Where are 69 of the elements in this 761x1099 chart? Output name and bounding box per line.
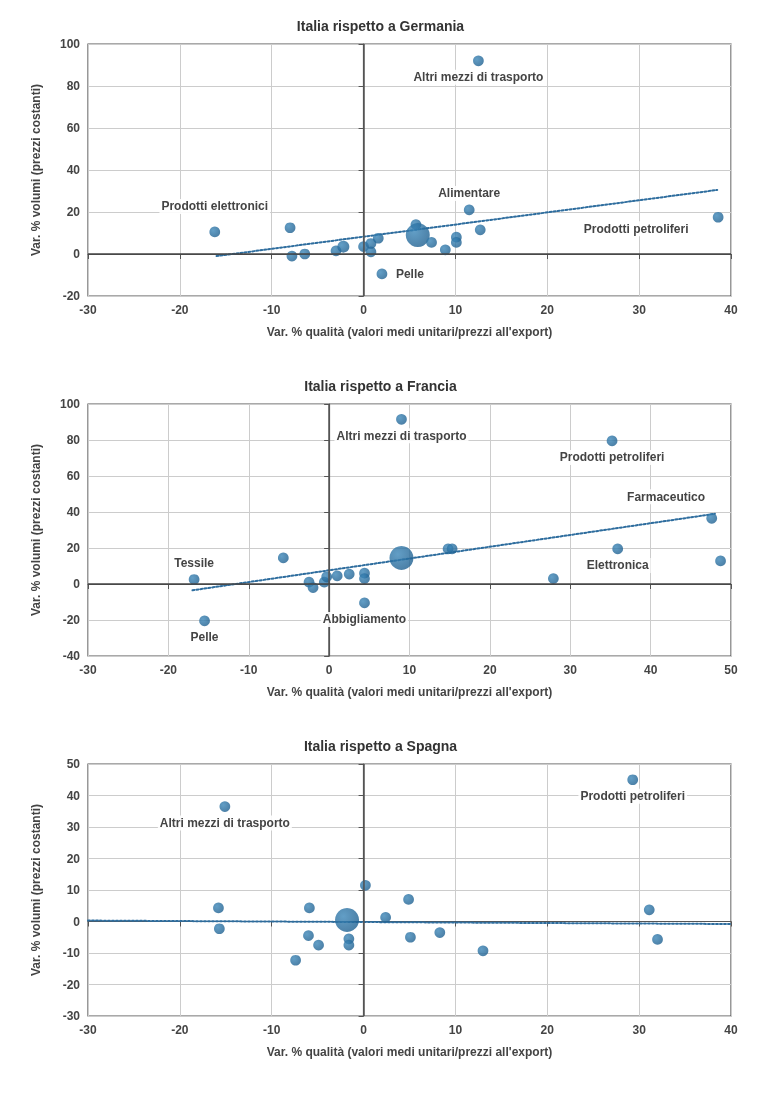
x-tick-label: 0 xyxy=(360,1023,368,1037)
y-axis-title: Var. % volumi (prezzi costanti) xyxy=(29,803,43,977)
y-tick-label: 40 xyxy=(66,505,81,519)
x-axis-title: Var. % qualità (valori medi unitari/prezzi all'export) xyxy=(266,685,553,699)
y-tick-label: 0 xyxy=(73,914,81,929)
y-tick-label: -10 xyxy=(62,946,81,960)
y-tick-label: 20 xyxy=(66,541,81,555)
y-tick-label: 30 xyxy=(66,820,81,834)
y-axis-title: Var. % volumi (prezzi costanti) xyxy=(29,443,43,617)
y-tick-label: 40 xyxy=(66,788,81,803)
y-tick-label: 100 xyxy=(59,397,81,411)
x-tick-label: 40 xyxy=(724,303,738,317)
annotation: Prodotti petroliferi xyxy=(580,789,686,804)
annotation: Abbigliamento xyxy=(322,612,407,627)
chart-title: Italia rispetto a Francia xyxy=(304,378,457,394)
y-tick-label: -30 xyxy=(62,1009,81,1023)
annotation: Altri mezzi di trasporto xyxy=(413,70,544,85)
annotation: Prodotti elettronici xyxy=(161,199,269,214)
y-tick-label: 40 xyxy=(66,163,81,177)
x-tick-label: 10 xyxy=(448,303,463,317)
annotation: Pelle xyxy=(190,630,219,645)
chart-title: Italia rispetto a Germania xyxy=(296,18,465,34)
x-axis-title: Var. % qualità (valori medi unitari/prezzi all'export) xyxy=(266,1045,553,1059)
chart-title: Italia rispetto a Spagna xyxy=(303,738,458,754)
x-tick-label: 10 xyxy=(402,663,417,677)
x-tick-label: 20 xyxy=(483,663,497,677)
x-tick-label: -10 xyxy=(240,663,258,677)
x-tick-label: 10 xyxy=(448,1023,463,1037)
annotation: Tessile xyxy=(174,556,215,570)
y-tick-label: 100 xyxy=(59,37,81,51)
y-tick-label: 10 xyxy=(66,883,81,897)
x-tick-label: 30 xyxy=(632,303,647,317)
y-tick-label: 20 xyxy=(66,851,81,866)
annotation: Prodotti petroliferi xyxy=(583,221,689,236)
y-tick-label: 50 xyxy=(66,757,81,771)
annotation: Alimentare xyxy=(438,186,501,201)
x-tick-label: 30 xyxy=(563,663,578,677)
y-tick-label: 80 xyxy=(66,79,81,93)
x-tick-label: 20 xyxy=(540,1023,555,1037)
x-tick-label: 30 xyxy=(632,1023,647,1037)
x-tick-label: -20 xyxy=(171,1023,189,1037)
annotation: Elettronica xyxy=(586,558,650,573)
x-tick-label: -20 xyxy=(159,663,178,677)
annotation: Altri mezzi di trasporto xyxy=(159,816,290,831)
y-tick-label: 60 xyxy=(66,469,81,483)
y-tick-label: 0 xyxy=(73,577,81,591)
x-tick-label: 40 xyxy=(643,663,658,677)
x-axis-title: Var. % qualità (valori medi unitari/prezzi all'export) xyxy=(266,325,553,339)
y-tick-label: 80 xyxy=(66,433,81,447)
y-tick-label: -40 xyxy=(62,649,81,663)
annotation: Farmaceutico xyxy=(627,489,706,504)
x-tick-label: -10 xyxy=(263,1023,281,1037)
y-tick-label: -20 xyxy=(62,977,81,992)
x-tick-label: -10 xyxy=(263,303,281,317)
annotation: Altri mezzi di trasporto xyxy=(336,428,467,443)
x-tick-label: -20 xyxy=(171,303,189,317)
y-tick-label: 60 xyxy=(66,121,81,135)
x-tick-label: 0 xyxy=(325,663,333,677)
y-tick-label: 0 xyxy=(73,247,81,261)
x-tick-label: 0 xyxy=(360,303,368,317)
y-axis-title: Var. % volumi (prezzi costanti) xyxy=(29,83,43,257)
y-tick-label: 20 xyxy=(66,205,81,219)
x-tick-label: 20 xyxy=(540,303,555,317)
y-tick-label: -20 xyxy=(62,613,81,627)
annotation: Pelle xyxy=(395,266,425,281)
x-tick-label: 50 xyxy=(724,663,738,677)
annotation: Prodotti petroliferi xyxy=(559,450,665,465)
x-tick-label: 40 xyxy=(724,1023,738,1037)
y-tick-label: -20 xyxy=(62,289,81,303)
